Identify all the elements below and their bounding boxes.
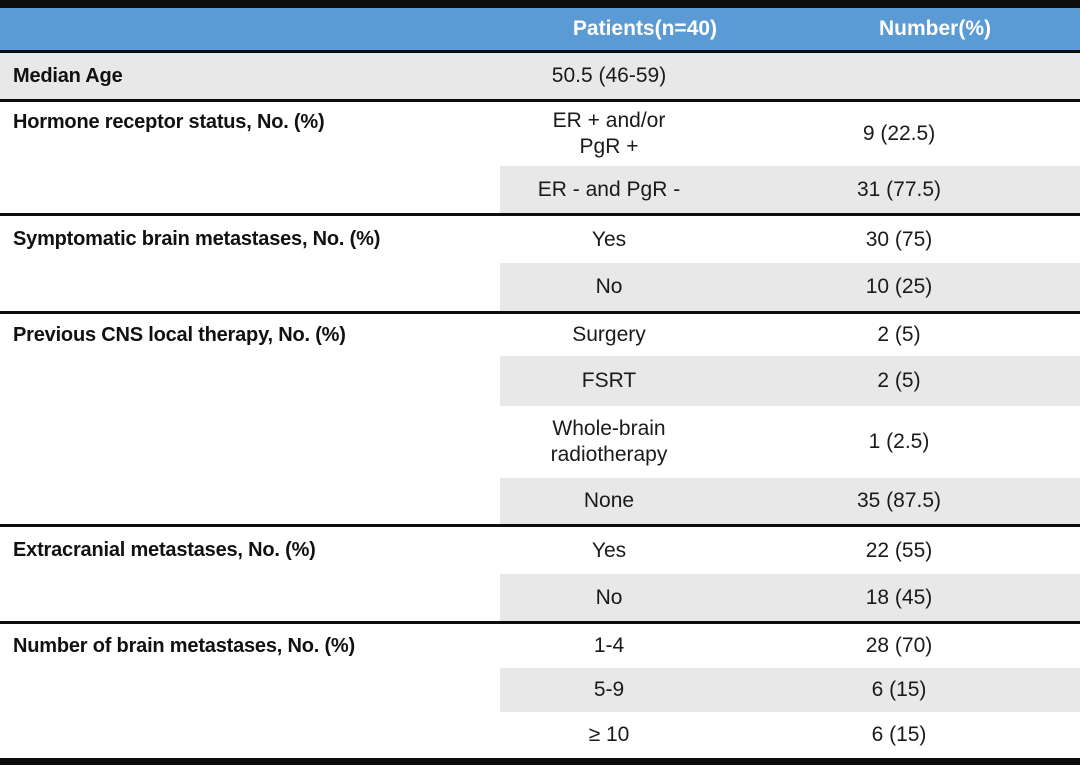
value-cell: 2 (5) xyxy=(877,323,921,347)
section-divider xyxy=(0,50,1080,53)
table-row: Median Age 50.5 (46-59) xyxy=(0,53,1080,99)
category-cell: ER + and/or PgR + xyxy=(552,109,666,158)
category-cell: ≥ 10 xyxy=(588,723,630,747)
table-row: Symptomatic brain metastases, No. (%) Ye… xyxy=(0,216,1080,263)
section-divider xyxy=(0,99,1080,102)
table-row: FSRT 2 (5) xyxy=(0,356,1080,406)
table-row: 5-9 6 (15) xyxy=(0,668,1080,712)
value-cell xyxy=(758,53,1080,99)
category-cell: ER - and PgR - xyxy=(500,166,758,213)
row-label: Extracranial metastases, No. (%) xyxy=(13,539,316,561)
table-section-symptomatic-brain-metastases: Symptomatic brain metastases, No. (%) Ye… xyxy=(0,216,1080,311)
table-top-border xyxy=(0,0,1080,8)
category-cell: 5-9 xyxy=(500,668,758,712)
row-label: Number of brain metastases, No. (%) xyxy=(13,634,355,657)
row-label: Median Age xyxy=(0,53,500,99)
section-divider xyxy=(0,213,1080,216)
table-section-extracranial-metastases: Extracranial metastases, No. (%) Yes 22 … xyxy=(0,527,1080,621)
category-cell: No xyxy=(500,263,758,311)
value-cell: 35 (87.5) xyxy=(758,478,1080,524)
category-cell: Yes xyxy=(591,227,627,251)
table-section-previous-cns-local-therapy: Previous CNS local therapy, No. (%) Surg… xyxy=(0,314,1080,524)
table-row: ≥ 10 6 (15) xyxy=(0,712,1080,758)
category-cell: None xyxy=(500,478,758,524)
value-cell: 6 (15) xyxy=(758,668,1080,712)
category-cell: Whole-brain radiotherapy xyxy=(550,417,668,466)
table-row: No 10 (25) xyxy=(0,263,1080,311)
value-cell: 31 (77.5) xyxy=(758,166,1080,213)
value-cell: 2 (5) xyxy=(758,356,1080,406)
table-row: None 35 (87.5) xyxy=(0,478,1080,524)
row-label: Symptomatic brain metastases, No. (%) xyxy=(13,228,381,250)
value-cell: 28 (70) xyxy=(865,634,933,658)
table-row: Number of brain metastases, No. (%) 1-4 … xyxy=(0,624,1080,668)
row-label: Hormone receptor status, No. (%) xyxy=(13,111,325,133)
value-cell: 10 (25) xyxy=(758,263,1080,311)
table-row: Whole-brain radiotherapy 1 (2.5) xyxy=(0,406,1080,478)
category-cell: 1-4 xyxy=(593,634,625,658)
table-section-number-of-brain-metastases: Number of brain metastases, No. (%) 1-4 … xyxy=(0,624,1080,758)
section-divider xyxy=(0,311,1080,314)
table-bottom-border xyxy=(0,758,1080,765)
row-label-empty xyxy=(0,356,500,406)
value-cell: 1 (2.5) xyxy=(868,430,930,454)
header-patients: Patients(n=40) xyxy=(572,17,718,40)
row-label: Previous CNS local therapy, No. (%) xyxy=(13,323,346,346)
row-label-empty xyxy=(0,668,500,712)
table-header-row: Patients(n=40) Number(%) xyxy=(0,8,1080,50)
header-number: Number(%) xyxy=(878,17,991,40)
table-row: Extracranial metastases, No. (%) Yes 22 … xyxy=(0,527,1080,574)
row-label-empty xyxy=(0,712,500,758)
row-label-empty xyxy=(0,478,500,524)
table-section-median-age: Median Age 50.5 (46-59) xyxy=(0,53,1080,99)
section-divider xyxy=(0,621,1080,624)
table-row: Previous CNS local therapy, No. (%) Surg… xyxy=(0,314,1080,356)
value-cell: 30 (75) xyxy=(865,227,933,251)
row-label-empty xyxy=(0,166,500,213)
category-cell: Yes xyxy=(591,538,627,562)
table-section-hormone-receptor-status: Hormone receptor status, No. (%) ER + an… xyxy=(0,102,1080,213)
header-empty-cell xyxy=(0,8,500,50)
table-row: Hormone receptor status, No. (%) ER + an… xyxy=(0,102,1080,166)
category-cell: No xyxy=(500,574,758,621)
value-cell: 22 (55) xyxy=(865,538,933,562)
table-row: ER - and PgR - 31 (77.5) xyxy=(0,166,1080,213)
table-row: No 18 (45) xyxy=(0,574,1080,621)
value-cell: 9 (22.5) xyxy=(862,122,936,146)
row-label-empty xyxy=(0,574,500,621)
category-cell: Surgery xyxy=(572,323,646,347)
row-label-empty xyxy=(0,406,500,478)
category-cell: FSRT xyxy=(500,356,758,406)
row-label-empty xyxy=(0,263,500,311)
value-cell: 18 (45) xyxy=(758,574,1080,621)
value-cell: 6 (15) xyxy=(871,723,927,747)
category-cell: 50.5 (46-59) xyxy=(500,53,758,99)
section-divider xyxy=(0,524,1080,527)
